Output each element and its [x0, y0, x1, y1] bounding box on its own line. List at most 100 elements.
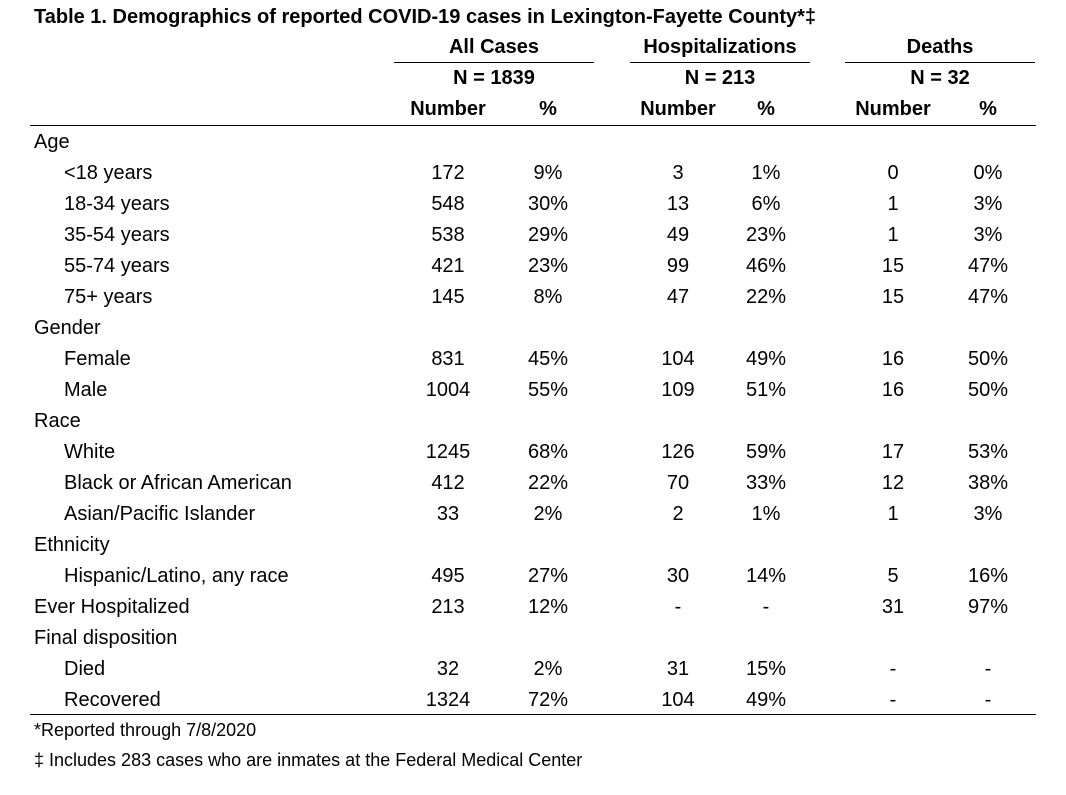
- row-sublabel: Recovered: [64, 689, 161, 711]
- cell-number: 32: [436, 658, 460, 680]
- cell-number: 172: [431, 162, 465, 184]
- row-sublabel: 35-54 years: [64, 224, 170, 246]
- cell-percent: 30%: [527, 193, 569, 215]
- cell-percent: 50%: [967, 348, 1009, 370]
- cell-percent: 12%: [527, 596, 569, 618]
- cell-number: 17: [881, 441, 905, 463]
- cell-percent: 0%: [973, 162, 1003, 184]
- table-row: Final disposition: [0, 623, 1066, 654]
- n-all-cases: N = 1839: [453, 67, 535, 89]
- cell-percent: 33%: [745, 472, 787, 494]
- cell-number: 33: [436, 503, 460, 525]
- cell-percent: 49%: [745, 689, 787, 711]
- cell-number: 1324: [425, 689, 471, 711]
- cell-percent: 3%: [973, 503, 1003, 525]
- cell-percent: 55%: [527, 379, 569, 401]
- cell-percent: -: [984, 658, 992, 680]
- cell-percent: 15%: [745, 658, 787, 680]
- cell-percent: 53%: [967, 441, 1009, 463]
- cell-number: 126: [661, 441, 695, 463]
- cell-number: 1004: [425, 379, 471, 401]
- row-category-label: Race: [34, 410, 81, 432]
- table-row: Black or African American 412 22% 70 33% 12 38…: [0, 468, 1066, 499]
- cell-percent: 47%: [967, 286, 1009, 308]
- table-row: Male 1004 55% 109 51% 16 50%: [0, 375, 1066, 406]
- cell-percent: 51%: [745, 379, 787, 401]
- row-sublabel: White: [64, 441, 116, 463]
- cell-percent: -: [762, 596, 770, 618]
- table-row: Hispanic/Latino, any race 495 27% 30 14% 5 16%: [0, 561, 1066, 592]
- cell-number: 16: [881, 379, 905, 401]
- cell-percent: 22%: [527, 472, 569, 494]
- cell-number: 15: [881, 286, 905, 308]
- row-sublabel: 18-34 years: [64, 193, 170, 215]
- cell-number: 495: [431, 565, 465, 587]
- cell-percent: 1%: [751, 503, 781, 525]
- group-header-deaths: Deaths: [906, 36, 974, 58]
- cell-percent: -: [984, 689, 992, 711]
- cell-number: 831: [431, 348, 465, 370]
- row-category-label: Age: [34, 131, 70, 153]
- cell-number: 3: [672, 162, 684, 184]
- cell-percent: 14%: [745, 565, 787, 587]
- col-header-number: Number: [855, 98, 931, 120]
- cell-percent: 59%: [745, 441, 787, 463]
- cell-percent: 72%: [527, 689, 569, 711]
- n-deaths: N = 32: [910, 67, 970, 89]
- row-sublabel: <18 years: [64, 162, 153, 184]
- group-underline-all-cases: [394, 62, 594, 63]
- row-category-label: Ethnicity: [34, 534, 110, 556]
- table-row: Gender: [0, 313, 1066, 344]
- cell-percent: 16%: [967, 565, 1009, 587]
- cell-number: 2: [672, 503, 684, 525]
- table-row: Ethnicity: [0, 530, 1066, 561]
- table-row: 18-34 years 548 30% 13 6% 1 3%: [0, 189, 1066, 220]
- cell-percent: 45%: [527, 348, 569, 370]
- row-sublabel: Black or African American: [64, 472, 292, 494]
- col-header-number: Number: [640, 98, 716, 120]
- cell-percent: 68%: [527, 441, 569, 463]
- cell-number: 70: [666, 472, 690, 494]
- row-sublabel: 75+ years: [64, 286, 153, 308]
- cell-number: 1: [887, 503, 899, 525]
- cell-number: 412: [431, 472, 465, 494]
- table-row: White 1245 68% 126 59% 17 53%: [0, 437, 1066, 468]
- row-sublabel: Asian/Pacific Islander: [64, 503, 256, 525]
- cell-number: 548: [431, 193, 465, 215]
- cell-percent: 1%: [751, 162, 781, 184]
- cell-number: 30: [666, 565, 690, 587]
- cell-number: 16: [881, 348, 905, 370]
- group-header-hospitalizations: Hospitalizations: [643, 36, 797, 58]
- cell-number: -: [889, 689, 897, 711]
- cell-number: 12: [881, 472, 905, 494]
- table-row: 35-54 years 538 29% 49 23% 1 3%: [0, 220, 1066, 251]
- table-title: Table 1. Demographics of reported COVID-…: [34, 6, 817, 28]
- cell-percent: 46%: [745, 255, 787, 277]
- cell-number: 47: [666, 286, 690, 308]
- cell-number: -: [889, 658, 897, 680]
- group-header-all-cases: All Cases: [448, 36, 540, 58]
- cell-number: 13: [666, 193, 690, 215]
- cell-number: 104: [661, 689, 695, 711]
- cell-percent: 49%: [745, 348, 787, 370]
- cell-percent: 47%: [967, 255, 1009, 277]
- row-sublabel: Died: [64, 658, 106, 680]
- col-header-number: Number: [410, 98, 486, 120]
- footnote-reported-through: *Reported through 7/8/2020: [34, 720, 257, 740]
- cell-percent: 27%: [527, 565, 569, 587]
- header-rule: [30, 125, 1036, 126]
- group-underline-hospitalizations: [630, 62, 810, 63]
- table-row: 55-74 years 421 23% 99 46% 15 47%: [0, 251, 1066, 282]
- cell-percent: 6%: [751, 193, 781, 215]
- cell-percent: 29%: [527, 224, 569, 246]
- cell-number: 1245: [425, 441, 471, 463]
- cell-number: 0: [887, 162, 899, 184]
- cell-percent: 8%: [533, 286, 563, 308]
- table-row: Race: [0, 406, 1066, 437]
- row-sublabel: Male: [64, 379, 108, 401]
- cell-percent: 2%: [533, 658, 563, 680]
- cell-percent: 2%: [533, 503, 563, 525]
- cell-number: 99: [666, 255, 690, 277]
- row-sublabel: Female: [64, 348, 131, 370]
- table-row: Female 831 45% 104 49% 16 50%: [0, 344, 1066, 375]
